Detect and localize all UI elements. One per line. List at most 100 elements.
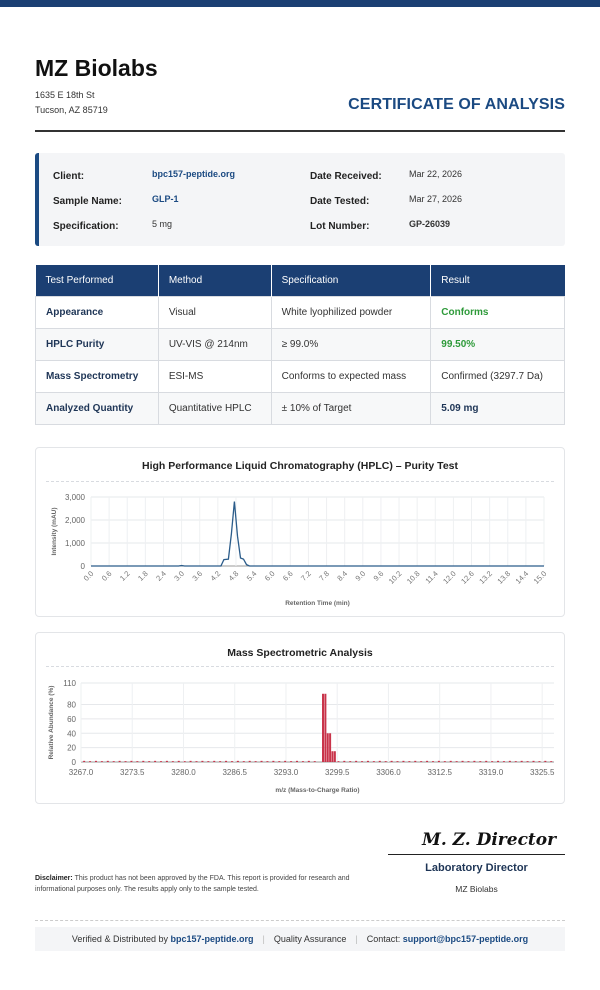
ms-noise-bar — [550, 761, 553, 762]
address-line1: 1635 E 18th St — [35, 90, 95, 100]
signature-line — [388, 854, 565, 855]
ms-noise-bar — [177, 760, 180, 762]
ms-x-tick-label: 3306.0 — [376, 768, 401, 777]
cell-result: 99.50% — [430, 327, 565, 361]
ms-title-divider — [46, 666, 554, 667]
results-table: Test Performed Method Specification Resu… — [35, 265, 565, 425]
ms-noise-bar — [89, 761, 92, 762]
ms-x-tick-label: 3273.5 — [120, 768, 145, 777]
ms-noise-bar — [171, 761, 174, 762]
hplc-x-tick-label: 13.8 — [495, 569, 512, 586]
ms-noise-bar — [219, 761, 222, 762]
ms-noise-bar — [538, 761, 541, 762]
ms-noise-bar — [455, 761, 458, 762]
address-line2: Tucson, AZ 85719 — [35, 105, 108, 115]
ms-noise-bar — [485, 760, 488, 762]
ms-x-tick-label: 3286.5 — [222, 768, 247, 777]
ms-y-tick-label: 60 — [67, 715, 76, 724]
hplc-chart-card: High Performance Liquid Chromatography (… — [35, 447, 565, 617]
ms-noise-bar — [94, 760, 97, 762]
hplc-x-tick-label: 5.4 — [245, 569, 259, 583]
cell-test: Mass Spectrometry — [35, 359, 159, 393]
hplc-x-tick-label: 8.4 — [335, 569, 349, 583]
ms-y-tick-label: 0 — [72, 758, 77, 767]
ms-noise-bar — [497, 760, 500, 762]
hplc-x-tick-label: 2.4 — [154, 569, 168, 583]
footer-verified-text: Verified & Distributed by — [71, 934, 168, 944]
hplc-x-tick-label: 6.0 — [263, 569, 277, 583]
ms-noise-bar — [254, 761, 257, 762]
hplc-x-tick-label: 10.8 — [405, 569, 422, 586]
ms-noise-bar — [260, 760, 263, 762]
cell-result: Confirmed (3297.7 Da) — [430, 359, 565, 393]
ms-noise-bar — [414, 760, 417, 762]
hplc-title-divider — [46, 481, 554, 482]
signatory-title: Laboratory Director — [425, 862, 528, 874]
ms-noise-bar — [361, 761, 364, 762]
ms-x-tick-label: 3280.0 — [171, 768, 196, 777]
hplc-x-tick-label: 12.6 — [459, 569, 476, 586]
hplc-series-line — [91, 501, 544, 567]
ms-noise-bar — [266, 761, 269, 762]
date-received-label: Date Received: — [310, 171, 382, 182]
sample-info-panel: Client: bpc157-peptide.org Sample Name: … — [35, 153, 565, 246]
ms-noise-bar — [201, 760, 204, 762]
ms-noise-bar — [100, 761, 103, 762]
hplc-y-tick-label: 3,000 — [65, 493, 86, 502]
client-label: Client: — [53, 171, 85, 182]
ms-noise-bar — [473, 760, 476, 762]
cell-test: Appearance — [35, 295, 159, 329]
ms-noise-bar — [526, 761, 529, 762]
cell-method: Visual — [157, 295, 272, 329]
lot-number-value: GP-26039 — [409, 219, 451, 229]
ms-noise-bar — [112, 761, 115, 762]
ms-x-axis-label: m/z (Mass-to-Charge Ratio) — [275, 787, 359, 794]
hplc-x-tick-label: 11.4 — [423, 569, 439, 585]
footer-site-link[interactable]: bpc157-peptide.org — [170, 934, 254, 944]
client-value[interactable]: bpc157-peptide.org — [152, 169, 236, 179]
ms-noise-bar — [236, 760, 239, 762]
sample-name-value: GLP-1 — [152, 194, 179, 204]
company-name: MZ Biolabs — [35, 55, 158, 81]
ms-noise-bar — [355, 760, 358, 762]
table-row: Analyzed Quantity Quantitative HPLC ± 10… — [35, 391, 565, 425]
ms-noise-bar — [544, 760, 547, 762]
ms-noise-bar — [242, 761, 245, 762]
hplc-x-tick-label: 15.0 — [532, 569, 549, 586]
hplc-x-tick-label: 4.8 — [227, 569, 241, 583]
hplc-x-tick-label: 13.2 — [477, 569, 494, 586]
hplc-x-tick-label: 14.4 — [514, 569, 531, 586]
ms-noise-bar — [307, 760, 310, 762]
ms-chart-card: Mass Spectrometric Analysis 0 20 40 60 80 110… — [35, 632, 565, 804]
hplc-x-tick-label: 4.2 — [209, 569, 223, 583]
sample-name-label: Sample Name: — [53, 196, 122, 207]
ms-noise-bar — [384, 761, 387, 762]
ms-noise-bar — [290, 761, 293, 762]
ms-chart: 0 20 40 60 80 110 3267.0 3273.5 3280.0 3286.5 3293… — [48, 679, 555, 794]
footer-email-link[interactable]: support@bpc157-peptide.org — [402, 934, 529, 944]
ms-noise-bar — [431, 761, 434, 762]
ms-noise-bar — [532, 760, 535, 762]
hplc-y-tick-label: 0 — [81, 562, 86, 571]
cell-specification: Conforms to expected mass — [270, 359, 432, 393]
header-test-performed: Test Performed — [35, 265, 159, 296]
ms-noise-bar — [296, 760, 299, 762]
ms-y-tick-label: 40 — [67, 729, 76, 738]
hplc-chart-title: High Performance Liquid Chromatography (… — [141, 460, 458, 472]
ms-noise-bar — [195, 761, 198, 762]
ms-noise-bar — [390, 760, 393, 762]
cell-method: ESI-MS — [157, 359, 272, 393]
cell-specification: White lyophilized powder — [270, 295, 432, 329]
ms-y-tick-label: 110 — [63, 679, 76, 688]
ms-y-axis-label: Relative Abundance (%) — [48, 686, 55, 760]
ms-noise-bar — [160, 761, 163, 762]
date-tested-label: Date Tested: — [310, 196, 370, 207]
footer-contact-label: Contact: — [366, 934, 401, 944]
ms-noise-bar — [366, 760, 369, 762]
cell-method: Quantitative HPLC — [157, 391, 272, 425]
ms-noise-bar — [449, 760, 452, 762]
ms-noise-bar — [514, 761, 517, 762]
ms-noise-bar — [165, 760, 168, 762]
disclaimer-label: Disclaimer: — [35, 875, 73, 882]
signature: M. Z. Director — [422, 830, 557, 850]
